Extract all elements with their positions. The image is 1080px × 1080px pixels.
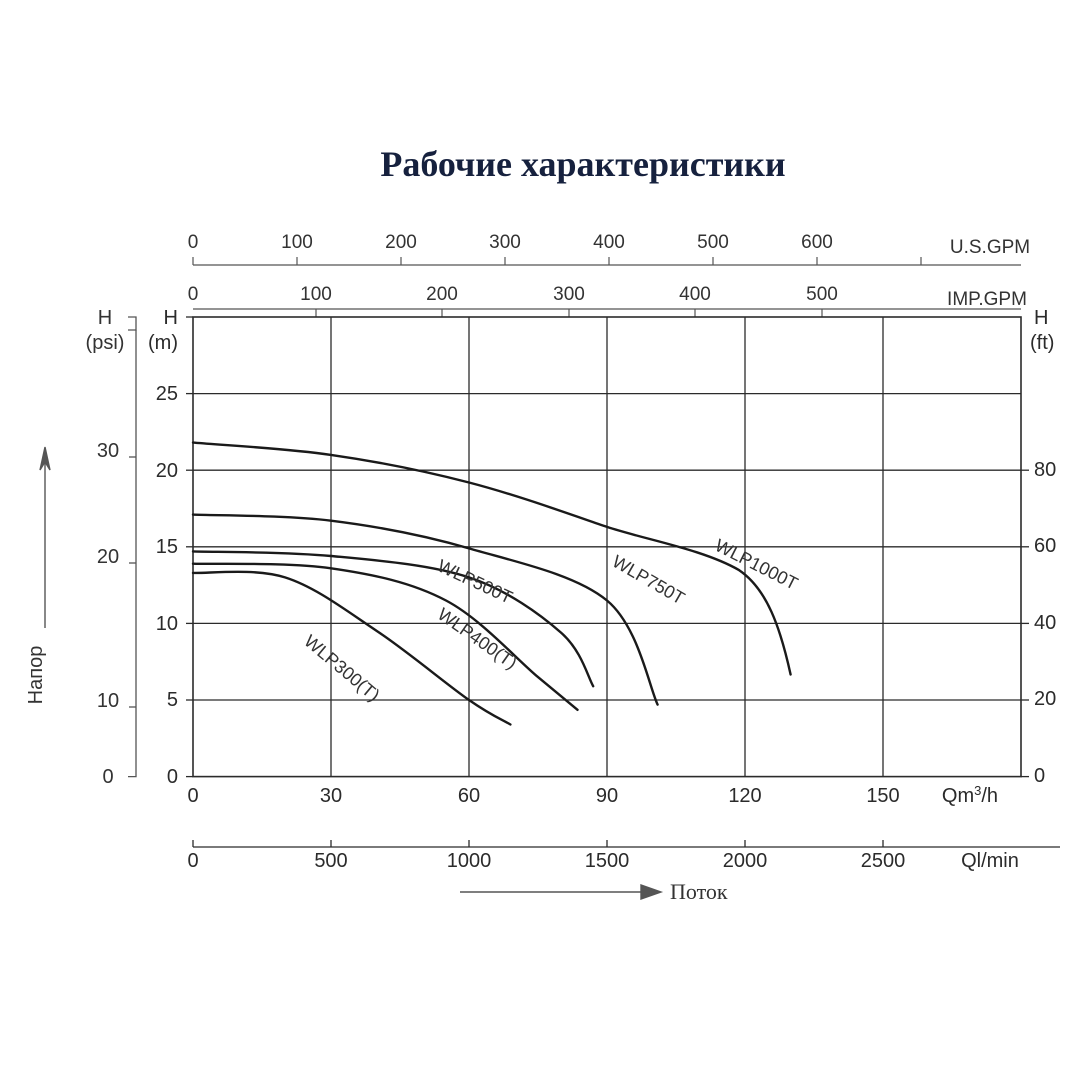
- svg-text:90: 90: [596, 785, 618, 807]
- svg-text:H: H: [1034, 307, 1048, 329]
- svg-text:Поток: Поток: [670, 879, 728, 904]
- svg-text:1500: 1500: [585, 850, 630, 872]
- svg-text:20: 20: [97, 546, 119, 568]
- svg-text:15: 15: [156, 536, 178, 558]
- svg-text:80: 80: [1034, 459, 1056, 481]
- svg-text:2000: 2000: [723, 850, 768, 872]
- svg-text:0: 0: [187, 785, 198, 807]
- svg-text:IMP.GPM: IMP.GPM: [947, 289, 1027, 310]
- svg-text:60: 60: [1034, 535, 1056, 557]
- svg-text:0: 0: [1034, 765, 1045, 787]
- svg-text:0: 0: [167, 766, 178, 788]
- svg-text:H: H: [164, 307, 178, 329]
- svg-text:2500: 2500: [861, 850, 906, 872]
- svg-text:5: 5: [167, 689, 178, 711]
- svg-text:WLP300(T): WLP300(T): [300, 631, 383, 705]
- svg-text:0: 0: [188, 284, 199, 305]
- svg-text:Qm3/h: Qm3/h: [942, 783, 998, 808]
- svg-text:500: 500: [806, 284, 838, 305]
- svg-text:300: 300: [489, 232, 521, 253]
- svg-text:600: 600: [801, 232, 833, 253]
- svg-text:1000: 1000: [447, 850, 492, 872]
- svg-text:Ql/min: Ql/min: [961, 850, 1019, 872]
- svg-text:150: 150: [866, 785, 899, 807]
- svg-text:100: 100: [281, 232, 313, 253]
- svg-text:25: 25: [156, 383, 178, 405]
- svg-text:U.S.GPM: U.S.GPM: [950, 237, 1030, 258]
- svg-text:200: 200: [426, 284, 458, 305]
- svg-text:(psi): (psi): [86, 332, 125, 354]
- svg-text:500: 500: [314, 850, 347, 872]
- svg-text:Рабочие характеристики: Рабочие характеристики: [380, 144, 785, 184]
- svg-text:0: 0: [188, 232, 199, 253]
- svg-text:30: 30: [97, 440, 119, 462]
- svg-text:400: 400: [679, 284, 711, 305]
- svg-text:120: 120: [728, 785, 761, 807]
- svg-text:(m): (m): [148, 332, 178, 354]
- svg-text:Напор: Напор: [25, 646, 47, 705]
- svg-text:10: 10: [97, 690, 119, 712]
- svg-text:300: 300: [553, 284, 585, 305]
- svg-text:20: 20: [1034, 688, 1056, 710]
- svg-text:10: 10: [156, 613, 178, 635]
- svg-text:(ft): (ft): [1030, 332, 1054, 354]
- svg-text:40: 40: [1034, 612, 1056, 634]
- svg-text:20: 20: [156, 460, 178, 482]
- svg-text:200: 200: [385, 232, 417, 253]
- svg-text:0: 0: [102, 766, 113, 788]
- svg-text:100: 100: [300, 284, 332, 305]
- svg-text:H: H: [98, 307, 112, 329]
- svg-text:500: 500: [697, 232, 729, 253]
- svg-text:60: 60: [458, 785, 480, 807]
- svg-text:WLP400(T): WLP400(T): [434, 604, 521, 673]
- svg-text:30: 30: [320, 785, 342, 807]
- svg-text:WLP750T: WLP750T: [609, 551, 688, 608]
- svg-text:400: 400: [593, 232, 625, 253]
- svg-text:0: 0: [187, 850, 198, 872]
